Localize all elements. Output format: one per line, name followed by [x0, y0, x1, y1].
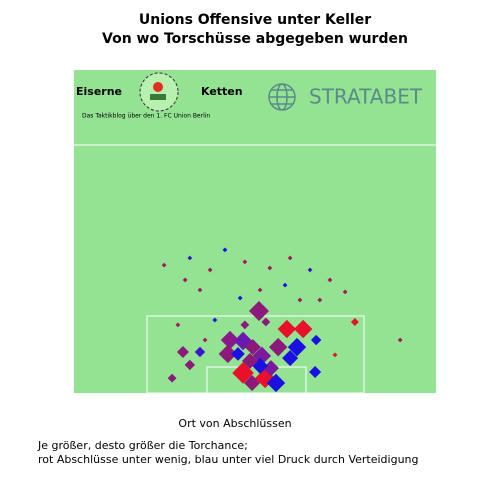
chart-subtitle: Von wo Torschüsse abgegeben wurden [102, 31, 408, 47]
shot-marker [182, 277, 188, 283]
shots [161, 247, 403, 393]
shot-marker [310, 334, 322, 346]
shot-marker [242, 259, 248, 265]
sponsor: STRATABET [309, 85, 423, 109]
shot-marker [197, 287, 203, 293]
shot-marker [317, 297, 323, 303]
note: Je größer, desto größer die Torchance; [37, 439, 248, 452]
shot-marker [261, 317, 271, 327]
shot-marker [244, 374, 261, 391]
shot-marker [397, 337, 403, 343]
shot-marker [277, 319, 297, 339]
shot-marker [309, 366, 322, 379]
shot-marker [307, 267, 313, 273]
shot-marker [161, 262, 167, 268]
brand-right: Ketten [201, 85, 243, 98]
shot-marker [237, 295, 243, 301]
chart-title: Unions Offensive unter Keller [139, 12, 371, 28]
note: rot Abschlüsse unter wenig, blau unter v… [38, 453, 419, 466]
shot-marker [266, 373, 286, 393]
shot-marker [287, 255, 293, 261]
shot-marker [241, 353, 258, 370]
shot-marker [187, 255, 193, 261]
shot-marker [207, 267, 213, 273]
shot-marker [175, 322, 181, 328]
shot-marker [287, 337, 307, 357]
shot-marker [240, 320, 250, 330]
shot-marker [267, 265, 273, 271]
shot-marker [342, 289, 348, 295]
shot-marker [293, 319, 313, 339]
shot-marker [202, 337, 208, 343]
shot-marker [167, 373, 177, 383]
pitch [74, 70, 436, 393]
shot-marker [282, 282, 288, 288]
shot-marker [194, 346, 206, 358]
shot-marker [184, 359, 196, 371]
shot-marker [350, 317, 359, 326]
shot-marker [244, 339, 261, 356]
sponsor-logo [268, 83, 296, 111]
shot-marker [248, 300, 269, 321]
shot-marker [176, 345, 189, 358]
brand-logo [139, 72, 179, 112]
shot-marker [222, 247, 228, 253]
shot-marker [282, 350, 299, 367]
shot-marker [231, 347, 245, 361]
shot-marker [257, 287, 263, 293]
brand-left: Eiserne [76, 85, 122, 98]
x-axis-label: Ort von Abschlüssen [178, 417, 291, 430]
shot-marker [218, 344, 238, 364]
shot-marker [232, 362, 254, 384]
shot-marker [220, 330, 240, 350]
shot-marker [212, 317, 218, 323]
shot-marker [297, 297, 303, 303]
shot-marker [332, 352, 338, 358]
brand-tagline: Das Taktikblog über den 1. FC Union Berl… [82, 113, 210, 120]
shot-marker [268, 337, 288, 357]
shot-marker [262, 360, 279, 377]
shot-marker [327, 277, 333, 283]
